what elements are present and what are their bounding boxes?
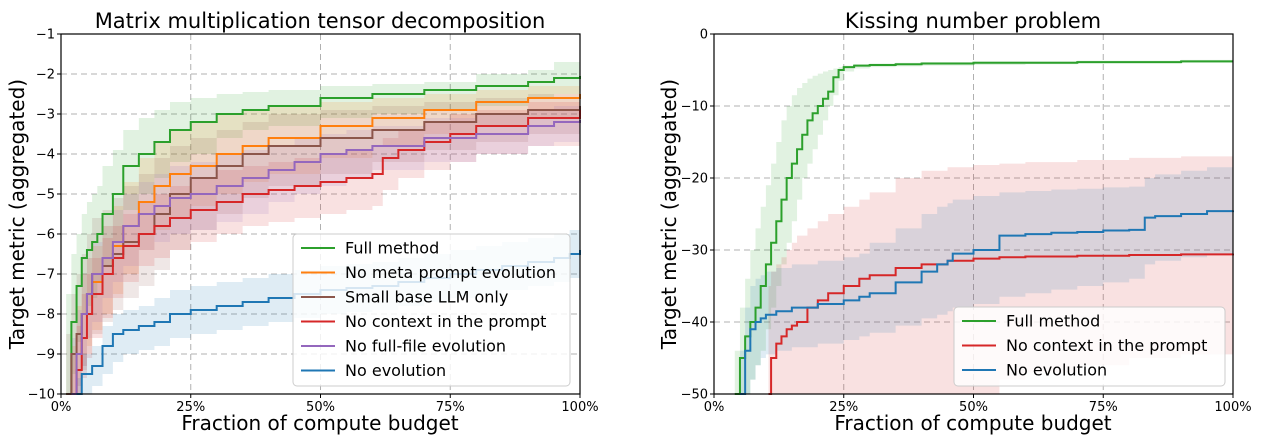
y-tick-label: −4 — [36, 148, 55, 163]
legend-entry: No evolution — [1006, 361, 1107, 380]
y-axis-label: Target metric (aggregated) — [657, 79, 681, 350]
x-axis-label: Fraction of compute budget — [181, 411, 458, 435]
x-tick-label: 0% — [704, 400, 725, 415]
x-tick-label: 50% — [959, 400, 988, 415]
x-axis-label: Fraction of compute budget — [834, 411, 1111, 435]
y-tick-label: −10 — [681, 100, 708, 115]
legend-box — [292, 233, 571, 387]
legend-entry: No meta prompt evolution — [345, 263, 556, 282]
x-tick-label: 100% — [1214, 400, 1251, 415]
y-tick-label: −40 — [681, 316, 708, 331]
legend-entry: Small base LLM only — [345, 288, 508, 307]
band-full-method — [66, 58, 580, 394]
x-tick-label: 75% — [1089, 400, 1118, 415]
legend-entry: Full method — [1006, 312, 1100, 331]
legend-entry: Full method — [345, 239, 439, 258]
y-tick-label: −3 — [36, 108, 55, 123]
y-tick-label: −50 — [681, 388, 708, 403]
chart-title: Matrix multiplication tensor decompositi… — [95, 9, 546, 33]
series-line-no-context-in-the-prompt — [768, 253, 1234, 395]
legend-entry: No context in the prompt — [345, 312, 546, 331]
band-no-meta-prompt-evolution — [71, 82, 580, 394]
y-tick-label: −2 — [36, 68, 55, 83]
legend-entry: No evolution — [345, 361, 446, 380]
legend-entry: No context in the prompt — [1006, 336, 1207, 355]
y-tick-label: −10 — [28, 388, 55, 403]
y-tick-label: −5 — [36, 188, 55, 203]
x-tick-label: 25% — [829, 400, 858, 415]
x-tick-label: 0% — [51, 400, 72, 415]
series-lines — [734, 60, 1234, 395]
band-no-evolution — [739, 163, 1233, 394]
x-tick-label: 100% — [561, 400, 598, 415]
x-tick-label: 50% — [306, 400, 335, 415]
y-tick-label: −1 — [36, 28, 55, 43]
band-no-full-file-evolution — [71, 102, 580, 394]
y-tick-label: 0 — [700, 28, 708, 43]
chart-kissing-number: Kissing number problem Target metric (ag… — [657, 9, 1252, 435]
y-tick-label: −20 — [681, 172, 708, 187]
legend-box — [953, 306, 1226, 387]
series-line-full-method — [66, 76, 581, 395]
y-tick-label: −30 — [681, 244, 708, 259]
legend: Full method No context in the prompt No ev… — [953, 306, 1226, 387]
series-line-full-method — [734, 60, 1233, 395]
series-line-no-evolution — [739, 210, 1234, 395]
y-tick-label: −9 — [36, 348, 55, 363]
chart-matrix-multiplication: Matrix multiplication tensor decompositi… — [5, 9, 599, 435]
x-tick-label: 25% — [176, 400, 205, 415]
y-tick-label: −8 — [36, 308, 55, 323]
chart-title: Kissing number problem — [845, 9, 1101, 33]
y-axis-label: Target metric (aggregated) — [5, 79, 29, 350]
series-line-no-full-file-evolution — [71, 120, 581, 395]
tick-labels: 0% 25% 50% 75% 100% −50 −40 −30 −20 −10 0 — [681, 28, 1252, 416]
x-tick-label: 75% — [436, 400, 465, 415]
y-tick-label: −6 — [36, 228, 55, 243]
legend-entry: No full-file evolution — [345, 337, 506, 356]
y-tick-label: −7 — [36, 268, 55, 283]
legend: Full method No meta prompt evolution Small… — [292, 233, 571, 387]
tick-labels: 0% 25% 50% 75% 100% −10 −9 −8 −7 −6 −5 −4 −3 −2 −1 — [28, 28, 599, 416]
